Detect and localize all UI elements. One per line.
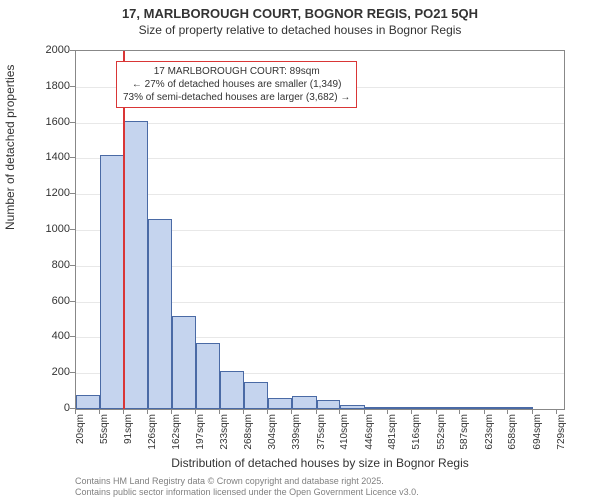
histogram-bar (340, 405, 364, 409)
ytick-mark (70, 372, 75, 373)
footer-line1: Contains HM Land Registry data © Crown c… (75, 476, 419, 487)
ytick-label: 1800 (30, 80, 70, 92)
histogram-bar (196, 343, 220, 409)
histogram-bar (148, 219, 172, 409)
ytick-mark (70, 193, 75, 194)
ytick-label: 1400 (30, 151, 70, 163)
footer-attribution: Contains HM Land Registry data © Crown c… (75, 476, 419, 498)
histogram-bar (508, 407, 532, 409)
histogram-bar (220, 371, 244, 409)
title-line2: Size of property relative to detached ho… (0, 23, 600, 37)
footer-line2: Contains public sector information licen… (75, 487, 419, 498)
ytick-label: 200 (30, 366, 70, 378)
ytick-label: 1600 (30, 116, 70, 128)
histogram-bar (172, 316, 196, 409)
histogram-bar (437, 407, 461, 409)
ytick-mark (70, 50, 75, 51)
x-axis-label: Distribution of detached houses by size … (75, 456, 565, 470)
plot-area: 17 MARLBOROUGH COURT: 89sqm← 27% of deta… (75, 50, 565, 410)
ytick-mark (70, 157, 75, 158)
ytick-label: 1200 (30, 187, 70, 199)
ytick-label: 0 (30, 402, 70, 414)
histogram-bar (76, 395, 100, 409)
gridline (76, 158, 564, 159)
histogram-bar (317, 400, 341, 409)
ytick-label: 1000 (30, 223, 70, 235)
histogram-bar (460, 407, 484, 409)
ytick-mark (70, 301, 75, 302)
histogram-bar (268, 398, 292, 409)
ytick-mark (70, 336, 75, 337)
histogram-bar (100, 155, 124, 409)
ytick-label: 400 (30, 330, 70, 342)
histogram-bar (244, 382, 268, 409)
annotation-line2: ← 27% of detached houses are smaller (1,… (123, 78, 350, 91)
title-line1: 17, MARLBOROUGH COURT, BOGNOR REGIS, PO2… (0, 6, 600, 21)
ytick-mark (70, 229, 75, 230)
chart-title: 17, MARLBOROUGH COURT, BOGNOR REGIS, PO2… (0, 6, 600, 37)
chart-container: { "chart": { "type": "histogram", "title… (0, 0, 600, 500)
histogram-bar (292, 396, 316, 409)
histogram-bar (412, 407, 436, 409)
y-axis-label: Number of detached properties (3, 65, 17, 230)
ytick-label: 600 (30, 295, 70, 307)
annotation-line1: 17 MARLBOROUGH COURT: 89sqm (123, 65, 350, 78)
histogram-bar (124, 121, 148, 409)
histogram-bar (365, 407, 389, 409)
histogram-bar (388, 407, 412, 409)
ytick-mark (70, 408, 75, 409)
ytick-label: 800 (30, 259, 70, 271)
annotation-box: 17 MARLBOROUGH COURT: 89sqm← 27% of deta… (116, 61, 357, 108)
gridline (76, 123, 564, 124)
ytick-label: 2000 (30, 44, 70, 56)
ytick-mark (70, 265, 75, 266)
histogram-bar (485, 407, 509, 409)
ytick-mark (70, 86, 75, 87)
ytick-mark (70, 122, 75, 123)
annotation-line3: 73% of semi-detached houses are larger (… (123, 91, 350, 104)
gridline (76, 194, 564, 195)
